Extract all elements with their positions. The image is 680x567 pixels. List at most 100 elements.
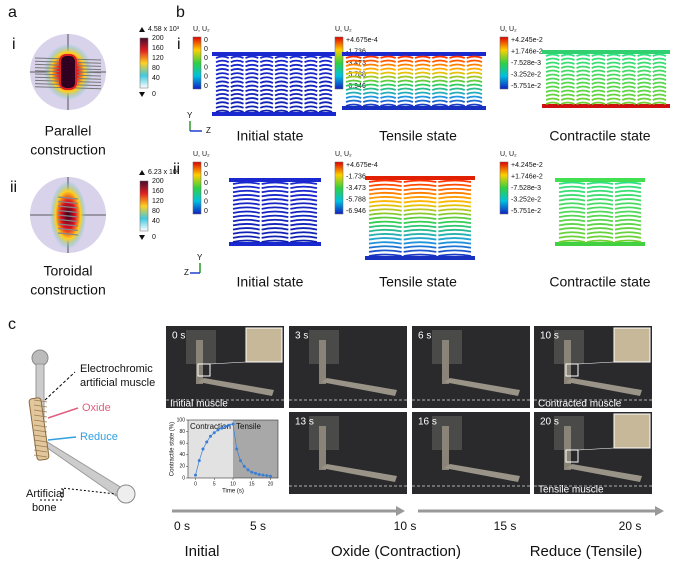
data-point [209, 434, 212, 438]
data-point [269, 474, 272, 478]
data-point [224, 424, 227, 428]
coils [345, 55, 483, 107]
colorbar-tick: 0 [204, 74, 208, 81]
colorbar-tick: -3.473 [346, 185, 366, 192]
plate [365, 176, 475, 180]
colorbar-tick: -6.946 [346, 83, 366, 90]
spring-model [342, 52, 486, 110]
photo-arm [319, 340, 326, 384]
time-label: 6 s [418, 331, 431, 342]
construction-caption: construction [30, 282, 105, 298]
muscle-coil [33, 414, 48, 418]
colorbar-tick: -5.788 [346, 196, 366, 203]
y-tick-label: 40 [179, 452, 185, 458]
phase-caption: Initial [184, 543, 219, 560]
colorbar-title: U, U₂ [193, 26, 210, 33]
photo-arm [196, 340, 203, 384]
colorbar [192, 36, 202, 90]
photo-forearm [444, 378, 520, 396]
coil [57, 196, 79, 200]
photo-arm [564, 340, 571, 384]
coil [57, 205, 79, 209]
y-tick-label: 20 [179, 464, 185, 470]
colorbar-title: U, U₂ [500, 26, 517, 33]
photo-arm [442, 426, 449, 470]
photo-caption: Tensile muscle [538, 485, 604, 496]
state-caption: Contractile state [549, 274, 650, 290]
diagram-label: bone [32, 502, 56, 514]
colorbar-tick: 160 [152, 188, 164, 195]
data-point [201, 447, 205, 451]
construction-caption: construction [30, 142, 105, 158]
min-marker [139, 92, 145, 97]
colorbar-tick: 120 [152, 198, 164, 205]
axis-label: Z [184, 268, 189, 277]
field-hotspot [50, 181, 86, 249]
colorbar-tick: 0 [204, 37, 208, 44]
plate [542, 50, 670, 54]
x-axis-label: Time (s) [222, 489, 244, 495]
colorbar-max: 4.58 x 10³ [148, 26, 180, 33]
zoom-box [565, 363, 579, 377]
data-point [220, 426, 224, 430]
y-tick-label: 100 [177, 417, 186, 423]
colorbar-tick: -5.751e-2 [511, 83, 541, 90]
colorbar-tick: 0 [204, 171, 208, 178]
time-label: 10 s [540, 331, 559, 342]
data-point [246, 468, 250, 472]
muscle-coil [33, 444, 48, 448]
diagram-label: Artificial [26, 488, 65, 500]
photo-forearm [566, 378, 642, 396]
zoom-box [197, 363, 211, 377]
plate [342, 52, 486, 56]
x-tick-label: 20 [268, 481, 274, 487]
x-tick-label: 15 [249, 481, 255, 487]
row-label: i [12, 36, 16, 53]
colorbar-tick: 0 [204, 189, 208, 196]
photo-forearm [321, 464, 397, 482]
muscle-coil [33, 404, 48, 408]
phase-caption: Reduce (Tensile) [530, 543, 643, 560]
data-point [227, 423, 231, 427]
muscle-coil [33, 429, 48, 433]
colorbar-tick: +1.746e-2 [511, 48, 543, 55]
spring-model [365, 176, 475, 260]
data-point [239, 459, 242, 463]
max-marker [139, 170, 145, 175]
colorbar-tick: -3.252e-2 [511, 196, 541, 203]
phase-caption: Oxide (Contraction) [331, 543, 461, 560]
x-tick-label: 5 [213, 481, 216, 487]
colorbar-tick: 0 [204, 199, 208, 206]
coils [215, 55, 333, 113]
colorbar-tick: -3.473 [346, 60, 366, 67]
y-tick-label: 60 [179, 441, 185, 447]
panel-letter: a [8, 4, 17, 21]
muscle-coil [33, 454, 48, 458]
coils [368, 179, 472, 257]
panel-letter: b [176, 4, 185, 21]
y-tick-label: 0 [182, 475, 185, 481]
data-point [197, 459, 201, 463]
coils [232, 181, 318, 243]
time-label: 3 s [295, 331, 308, 342]
leader [47, 407, 79, 419]
colorbar [499, 36, 509, 90]
data-point [242, 464, 246, 468]
timeline-head [655, 506, 664, 516]
coil [57, 209, 79, 214]
colorbar-max: 6.23 x 10³ [148, 169, 180, 176]
colorbar-tick: 0 [204, 46, 208, 53]
colorbar-tick: 0 [204, 162, 208, 169]
colorbar [139, 37, 149, 89]
coil [57, 227, 79, 232]
diagram-label: Electrochromic [80, 363, 153, 375]
colorbar-tick: +4.245e-2 [511, 162, 543, 169]
photo-forearm [566, 464, 642, 482]
diagram-label: Oxide [82, 402, 111, 414]
leader [40, 487, 117, 501]
coils [545, 53, 667, 105]
zoom-inset [245, 327, 283, 363]
y-axis-label: Contractile state (%) [170, 422, 176, 476]
data-point [212, 431, 216, 435]
phase-shade [233, 420, 278, 478]
